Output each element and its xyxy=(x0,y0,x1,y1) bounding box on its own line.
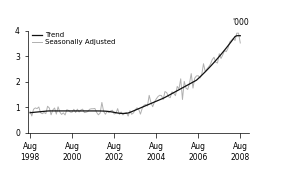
Text: '000: '000 xyxy=(232,18,249,27)
Legend: Trend, Seasonally Adjusted: Trend, Seasonally Adjusted xyxy=(32,32,115,45)
